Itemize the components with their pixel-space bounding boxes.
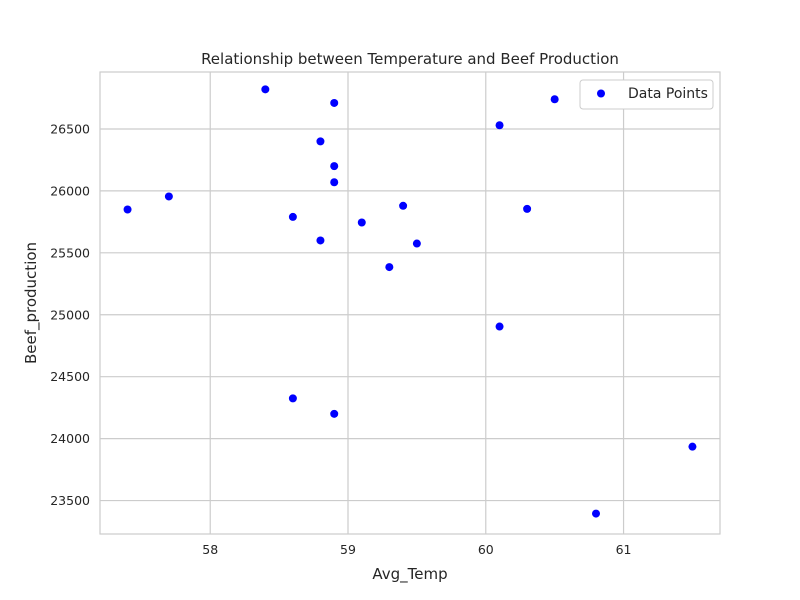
y-tick-label: 25000	[50, 307, 90, 322]
x-tick-label: 60	[478, 542, 494, 557]
y-ticks: 23500 24000 24500 25000 25500 26000 26500	[50, 121, 90, 508]
data-points	[123, 85, 697, 518]
data-point	[592, 509, 600, 518]
y-tick-label: 24000	[50, 431, 90, 446]
data-point	[385, 263, 394, 272]
y-tick-label: 23500	[50, 493, 90, 508]
plot-area	[100, 72, 720, 534]
chart-title: Relationship between Temperature and Bee…	[201, 50, 619, 68]
data-point	[688, 442, 697, 451]
data-point	[330, 178, 339, 187]
grid	[100, 72, 720, 534]
data-point	[330, 98, 339, 107]
y-tick-label: 24500	[50, 369, 90, 384]
legend-box	[579, 79, 714, 110]
data-point	[164, 192, 173, 201]
x-tick-label: 58	[202, 542, 218, 557]
y-tick-label: 25500	[50, 245, 90, 260]
data-point	[316, 137, 325, 146]
data-point	[523, 204, 532, 213]
x-axis-label: Avg_Temp	[372, 565, 447, 584]
legend-label: Data Points	[628, 86, 708, 102]
data-point	[288, 394, 297, 403]
data-point	[123, 205, 132, 214]
legend: Data Points	[579, 79, 714, 110]
data-point	[412, 239, 421, 248]
data-point	[288, 212, 297, 221]
data-point	[330, 162, 339, 171]
x-ticks: 58 59 60 61	[202, 542, 631, 557]
data-point	[550, 95, 559, 104]
data-point	[330, 409, 339, 418]
data-point	[399, 201, 408, 210]
y-axis-label: Beef_production	[22, 242, 41, 364]
x-tick-label: 59	[340, 542, 356, 557]
data-point	[357, 218, 366, 227]
y-tick-label: 26000	[50, 183, 90, 198]
x-tick-label: 61	[616, 542, 632, 557]
data-point	[495, 121, 504, 130]
data-point	[261, 85, 270, 94]
data-point	[495, 322, 504, 331]
data-point	[316, 236, 325, 245]
legend-marker	[597, 89, 605, 98]
plot-frame	[99, 71, 721, 535]
y-tick-label: 26500	[50, 121, 90, 136]
